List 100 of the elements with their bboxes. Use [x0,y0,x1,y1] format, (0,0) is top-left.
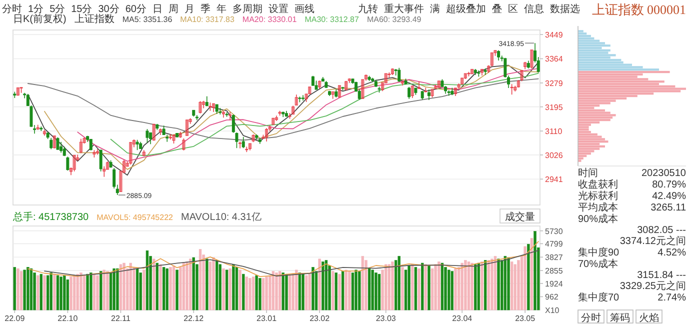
bar [166,268,168,310]
bar [388,264,391,310]
candlestick [400,80,404,86]
candlestick [72,154,76,172]
y-tick-label: 5730 [545,226,564,236]
text: 季 [200,3,210,15]
bar [334,272,338,310]
bar [524,246,526,310]
bar [96,275,99,310]
candlestick [36,124,40,130]
text: 60分 [125,3,146,15]
bar [418,268,420,310]
text: 多周期 [232,3,262,15]
candlestick [122,159,126,174]
bar [46,275,50,310]
bar [578,116,613,119]
candlestick [361,79,364,99]
bar [106,271,109,310]
bar [371,270,374,310]
text: 区 [508,4,518,15]
bar [63,275,66,310]
x-tick-label: 23.04 [452,314,473,323]
text: MAVOL10: 4.31亿 [180,212,262,223]
y-tick-label: 2941 [545,175,564,184]
bar [102,270,106,310]
bar [338,274,341,310]
chart-subtitle: 上证指数 [74,13,114,25]
y-tick-label: 3449 [545,30,564,40]
candlestick [142,150,146,156]
text: 重大事件 [384,3,424,15]
text: 4.52% [658,248,686,258]
candlestick [99,149,102,172]
bar [500,260,504,310]
text: 年 [216,3,226,15]
bar [119,264,122,310]
bar [272,271,275,310]
candlestick [460,77,464,85]
bar [504,256,507,310]
text: 数据选 [550,3,580,15]
y-tick-label: 1924 [545,279,564,288]
text: 时间 [578,167,598,179]
x-tick-label: 22.12 [184,314,204,323]
bar [182,262,186,310]
bar [248,278,252,310]
bar [192,257,195,310]
bar [265,276,268,310]
bar [480,261,484,310]
candlestick [318,80,322,90]
bar [245,276,248,310]
text: 满 [430,3,440,15]
x-tick-label: 22.11 [111,314,131,323]
candlestick [228,112,232,121]
candlestick [294,94,298,106]
candlestick [70,167,72,176]
candlestick [56,136,60,150]
bar [152,258,156,310]
text: 30分 [98,3,120,15]
bar [440,262,444,310]
candlestick [381,82,384,92]
bar [298,272,302,310]
bar [43,275,46,310]
candlestick [464,73,467,80]
bar [218,264,222,310]
candlestick [26,94,30,106]
candlestick [159,128,162,136]
bar [378,274,381,310]
candlestick [302,94,305,101]
candlestick [490,52,494,67]
bar [354,270,358,310]
bar [225,270,228,310]
text: 月 [184,4,194,15]
bar [212,257,215,310]
bar [408,266,410,310]
candlestick [16,87,20,96]
candlestick [182,138,186,151]
candlestick [384,73,388,84]
candlestick [311,75,314,86]
candlestick [119,170,122,192]
bar [156,262,159,310]
line-series [110,72,539,156]
bar [358,271,361,310]
candlestick [427,89,430,100]
x-tick-label: 23.01 [256,314,278,323]
text: 火焰 [639,312,659,324]
bar [82,275,86,310]
candlestick [136,139,139,150]
text: 2.74% [658,292,686,304]
candlestick [235,132,238,148]
text: MA10: 3317.83 [180,15,235,24]
bar [208,261,212,310]
bar [23,270,26,310]
bar [258,278,262,310]
text: 分时 [581,312,601,324]
bar [507,257,510,310]
text: X10 [545,306,560,315]
text: 3151.84 --- 3329.25元之间 [620,270,686,292]
bar [56,275,60,310]
bar [510,261,514,310]
candlestick [480,68,484,76]
bar [578,80,664,83]
